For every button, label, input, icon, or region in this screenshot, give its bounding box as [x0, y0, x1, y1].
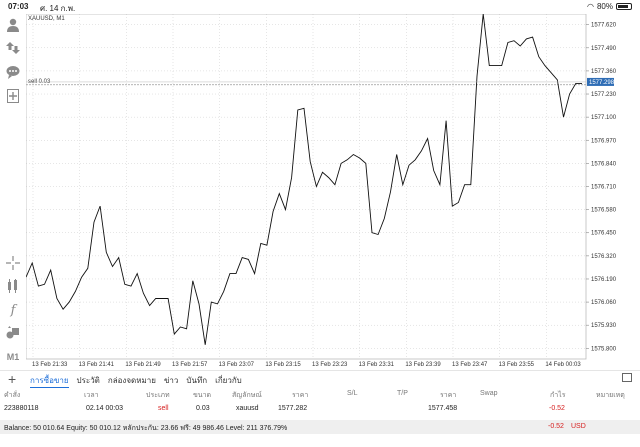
y-tick-label: 1577.100 [591, 115, 617, 121]
col-price-current: ราคา [440, 392, 457, 399]
row-profit: -0.52 [549, 405, 565, 412]
y-tick-label: 1577.360 [591, 69, 617, 75]
y-tick-label: 1575.930 [591, 323, 617, 329]
x-tick-label: 13 Feb 23:31 [359, 362, 395, 368]
table-row[interactable]: 223880118 02.14 00:03 sell 0.03 xauusd 1… [0, 404, 640, 416]
chart-toolbar: f M1 [0, 14, 26, 366]
col-sl: S/L [347, 390, 358, 397]
chart-grid [26, 14, 586, 359]
y-tick-label: 1576.970 [591, 138, 617, 144]
y-axis: 1575.800 1575.930 1576.060 1576.190 1576.320… [586, 23, 617, 352]
x-axis: 13 Feb 21:33 13 Feb 21:41 13 Feb 21:49 13 F… [32, 362, 581, 368]
row-symbol: xauusd [236, 405, 259, 412]
indicators-icon[interactable] [3, 277, 23, 295]
chat-icon[interactable] [3, 63, 23, 81]
x-tick-label: 13 Feb 21:49 [125, 362, 161, 368]
y-tick-label: 1577.490 [591, 46, 617, 52]
y-tick-label: 1576.840 [591, 161, 617, 167]
status-date: ศ. 14 ก.พ. [40, 4, 76, 13]
row-order: 223880118 [4, 405, 39, 412]
current-price-tag-label: 1577.298 [589, 80, 615, 86]
col-order: คำสั่ง [4, 392, 21, 399]
row-time: 02.14 00:03 [86, 405, 123, 412]
x-tick-label: 13 Feb 23:39 [405, 362, 441, 368]
x-tick-label: 13 Feb 23:23 [312, 362, 348, 368]
row-price: 1577.282 [278, 405, 308, 412]
x-tick-label: 13 Feb 23:55 [499, 362, 535, 368]
battery-percent: 80% [596, 2, 613, 11]
add-icon[interactable]: + [8, 371, 17, 387]
price-series-line [26, 14, 582, 345]
balance-text: Balance: 50 010.64 Equity: 50 010.12 หลั… [4, 425, 288, 432]
trade-arrows-icon[interactable] [3, 39, 23, 57]
col-swap: Swap [480, 390, 498, 397]
price-chart[interactable]: XAUUSD, M1 sell 0.03 1575.8001575.930157… [26, 14, 640, 368]
col-price: ราคา [292, 392, 309, 399]
y-tick-label: 1575.800 [591, 346, 617, 352]
account-icon[interactable] [3, 16, 23, 34]
current-price-tag: 1577.298 [26, 77, 615, 86]
crosshair-icon[interactable] [3, 254, 23, 272]
tab-4[interactable]: บันทึก [186, 376, 208, 385]
col-profit: กำไร [550, 392, 566, 399]
x-tick-label: 13 Feb 23:07 [219, 362, 255, 368]
y-tick-label: 1576.580 [591, 208, 617, 214]
status-bar: 07:03 ศ. 14 ก.พ. ◠ 80% [0, 0, 640, 14]
current-price-tag-bg [587, 77, 614, 86]
y-tick-label: 1576.060 [591, 300, 617, 306]
col-volume: ขนาด [193, 392, 212, 399]
function-icon[interactable]: f [10, 302, 16, 318]
timeframe-selector[interactable]: M1 [6, 352, 20, 362]
balance-bar: Balance: 50 010.64 Equity: 50 010.12 หลั… [0, 420, 640, 434]
x-tick-label: 13 Feb 21:41 [79, 362, 115, 368]
y-tick-label: 1576.710 [591, 185, 617, 191]
x-tick-label: 14 Feb 00:03 [545, 362, 581, 368]
tab-1[interactable]: ประวัติ [76, 376, 100, 385]
terminal-tabs: การซื้อขาย ประวัติ กล่องจดหมาย ข่าว บันทึก เก… [30, 374, 242, 388]
col-comment: หมายเหตุ [596, 392, 625, 399]
terminal-tabbar: + การซื้อขาย ประวัติ กล่องจดหมาย ข่าว บันทึก… [0, 370, 640, 388]
wifi-icon: ◠ [587, 2, 594, 11]
y-tick-label: 1576.450 [591, 231, 617, 237]
y-tick-label: 1576.190 [591, 277, 617, 283]
x-tick-label: 13 Feb 23:47 [452, 362, 488, 368]
row-volume: 0.03 [196, 405, 210, 412]
row-price-current: 1577.458 [428, 405, 458, 412]
tab-3[interactable]: ข่าว [163, 376, 179, 385]
y-tick-label: 1577.230 [591, 92, 617, 98]
y-tick-label: 1576.320 [591, 254, 617, 260]
orders-table-header: คำสั่ง เวลา ประเภท ขนาด สัญลักษณ์ ราคา S… [0, 389, 640, 401]
x-tick-label: 13 Feb 23:15 [265, 362, 301, 368]
balance-total-profit: -0.52 [548, 423, 564, 430]
tab-5[interactable]: เกี่ยวกับ [215, 376, 242, 385]
col-tp: T/P [397, 390, 408, 397]
chart-title: XAUUSD, M1 [28, 16, 65, 22]
col-symbol: สัญลักษณ์ [232, 392, 262, 399]
objects-icon[interactable] [3, 324, 23, 342]
y-tick-label: 1577.620 [591, 23, 617, 29]
x-tick-label: 13 Feb 21:57 [172, 362, 208, 368]
terminal-settings-icon[interactable] [622, 373, 632, 382]
tab-2[interactable]: กล่องจดหมาย [107, 376, 156, 385]
x-tick-label: 13 Feb 21:33 [32, 362, 68, 368]
col-type: ประเภท [146, 392, 170, 399]
status-right: ◠ 80% [587, 2, 632, 11]
balance-currency: USD [571, 423, 586, 430]
tab-0[interactable]: การซื้อขาย [30, 374, 69, 388]
new-order-icon[interactable] [3, 87, 23, 105]
row-type: sell [158, 405, 169, 412]
status-time: 07:03 [8, 2, 29, 11]
battery-icon [616, 3, 632, 10]
col-time: เวลา [84, 392, 99, 399]
